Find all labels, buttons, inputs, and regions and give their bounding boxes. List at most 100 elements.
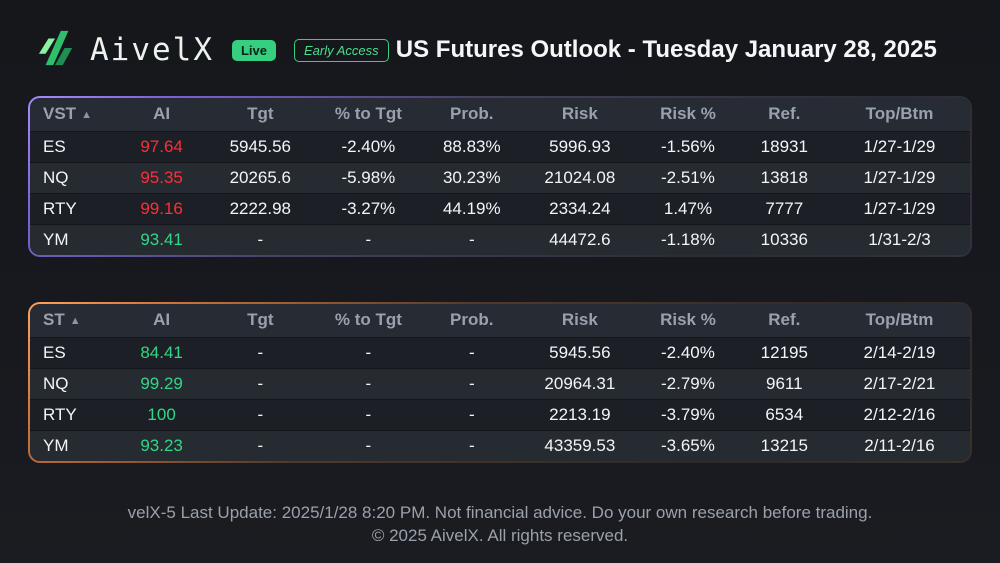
column-header-ref[interactable]: Ref.	[768, 310, 801, 330]
top-btm-cell: 1/27-1/29	[863, 136, 936, 156]
tgt-cell: -	[257, 229, 264, 249]
st-data-table: ST ▲ AI Tgt % to Tgt Prob. Risk Risk % Ref. Top/B…	[30, 304, 970, 461]
vst-data-table: VST ▲ AI Tgt % to Tgt Prob. Risk Risk % Ref. Top/…	[30, 98, 970, 255]
risk-pct-cell: -1.18%	[661, 229, 715, 249]
brand-logo-icon	[34, 29, 80, 72]
brand-name: AivelX	[90, 32, 214, 68]
symbol-cell: ES	[43, 136, 66, 156]
prob-cell: -	[468, 435, 475, 455]
risk-cell: 5945.56	[549, 342, 611, 362]
ai-cell: 95.35	[140, 167, 183, 187]
pct-to-tgt-cell: -	[365, 404, 372, 424]
risk-pct-cell: -2.51%	[661, 167, 715, 187]
top-btm-cell: 2/12-2/16	[863, 404, 936, 424]
column-header-tgt[interactable]: Tgt	[247, 104, 274, 124]
pct-to-tgt-cell: -	[365, 435, 372, 455]
risk-pct-cell: -2.79%	[661, 373, 715, 393]
table-row-nq: NQ 99.29 - - - 20964.31 -2.79% 9611 2/17-2/21	[30, 368, 970, 399]
ref-cell: 12195	[760, 342, 808, 362]
column-header-risk[interactable]: Risk	[561, 310, 598, 330]
column-header-ai[interactable]: AI	[153, 310, 171, 330]
pct-to-tgt-cell: -	[365, 229, 372, 249]
risk-cell: 2213.19	[549, 404, 611, 424]
pct-to-tgt-cell: -2.40%	[341, 136, 396, 156]
column-header-top-btm[interactable]: Top/Btm	[865, 310, 934, 330]
pct-to-tgt-cell: -3.27%	[341, 198, 396, 218]
risk-cell: 21024.08	[544, 167, 616, 187]
vst-table: VST ▲ AI Tgt % to Tgt Prob. Risk Risk % Ref. Top/…	[30, 98, 970, 255]
pct-to-tgt-cell: -5.98%	[341, 167, 396, 187]
symbol-cell: YM	[43, 435, 69, 455]
risk-cell: 43359.53	[544, 435, 616, 455]
column-header-prob[interactable]: Prob.	[450, 310, 494, 330]
disclaimer-text: velX-5 Last Update: 2025/1/28 8:20 PM. N…	[127, 503, 873, 522]
column-header-tgt[interactable]: Tgt	[247, 310, 274, 330]
risk-cell: 5996.93	[549, 136, 611, 156]
prob-cell: -	[468, 404, 475, 424]
tgt-cell: 2222.98	[229, 198, 292, 218]
prob-cell: -	[468, 229, 475, 249]
prob-cell: 30.23%	[442, 167, 501, 187]
sort-ascending-icon: ▲	[81, 109, 92, 122]
table-row-ym: YM 93.41 - - - 44472.6 -1.18% 10336 1/31-2/3	[30, 224, 970, 255]
table-row-es: ES 84.41 - - - 5945.56 -2.40% 12195 2/14-2/19	[30, 337, 970, 368]
vst-header-row: VST ▲ AI Tgt % to Tgt Prob. Risk Risk % Ref. Top/…	[30, 98, 970, 131]
risk-pct-cell: -3.79%	[661, 404, 715, 424]
column-header-ref[interactable]: Ref.	[768, 104, 801, 124]
st-table: ST ▲ AI Tgt % to Tgt Prob. Risk Risk % Ref. Top/B…	[30, 304, 970, 461]
column-header-risk[interactable]: Risk	[561, 104, 598, 124]
column-header-symbol[interactable]: VST ▲	[43, 104, 92, 124]
pct-to-tgt-cell: -	[365, 342, 372, 362]
column-header-risk-pct[interactable]: Risk %	[660, 104, 716, 124]
top-btm-cell: 2/11-2/16	[864, 435, 935, 455]
symbol-cell: NQ	[43, 373, 69, 393]
column-header-prob[interactable]: Prob.	[450, 104, 494, 124]
column-header-ai[interactable]: AI	[153, 104, 171, 124]
ai-cell: 100	[147, 404, 176, 424]
tgt-cell: -	[257, 404, 264, 424]
ai-cell: 99.29	[140, 373, 183, 393]
st-table-card: ST ▲ AI Tgt % to Tgt Prob. Risk Risk % Ref. Top/B…	[28, 302, 972, 463]
symbol-cell: NQ	[43, 167, 69, 187]
ref-cell: 6534	[765, 404, 804, 424]
column-header-pct-to-tgt[interactable]: % to Tgt	[334, 104, 402, 124]
brand: AivelX Live Early Access	[34, 29, 389, 72]
column-header-symbol[interactable]: ST ▲	[43, 310, 81, 330]
ai-cell: 84.41	[140, 342, 183, 362]
column-header-top-btm[interactable]: Top/Btm	[865, 104, 934, 124]
st-header-row: ST ▲ AI Tgt % to Tgt Prob. Risk Risk % Ref. Top/B…	[30, 304, 970, 337]
top-btm-cell: 2/17-2/21	[863, 373, 936, 393]
symbol-cell: RTY	[43, 198, 77, 218]
risk-cell: 2334.24	[549, 198, 611, 218]
app-header: AivelX Live Early Access US Futures Outl…	[0, 0, 1000, 96]
prob-cell: 88.83%	[442, 136, 501, 156]
tgt-cell: -	[257, 342, 264, 362]
prob-cell: 44.19%	[442, 198, 501, 218]
early-access-badge: Early Access	[294, 38, 389, 62]
vst-table-card: VST ▲ AI Tgt % to Tgt Prob. Risk Risk % Ref. Top/…	[28, 96, 972, 257]
prob-cell: -	[468, 342, 475, 362]
top-btm-cell: 1/27-1/29	[863, 198, 936, 218]
risk-pct-cell: -3.65%	[661, 435, 715, 455]
table-row-nq: NQ 95.35 20265.6 -5.98% 30.23% 21024.08 -2.51%…	[30, 162, 970, 193]
ref-cell: 13818	[760, 167, 808, 187]
prob-cell: -	[468, 373, 475, 393]
ref-cell: 18931	[760, 136, 808, 156]
ai-cell: 99.16	[140, 198, 183, 218]
column-header-risk-pct[interactable]: Risk %	[660, 310, 716, 330]
tgt-cell: 20265.6	[229, 167, 292, 187]
table-row-rty: RTY 99.16 2222.98 -3.27% 44.19% 2334.24 1.47% 7…	[30, 193, 970, 224]
risk-cell: 44472.6	[549, 229, 611, 249]
symbol-cell: ES	[43, 342, 66, 362]
top-btm-cell: 1/27-1/29	[863, 167, 936, 187]
ai-cell: 93.41	[140, 229, 183, 249]
symbol-cell: RTY	[43, 404, 77, 424]
pct-to-tgt-cell: -	[365, 373, 372, 393]
top-btm-cell: 2/14-2/19	[863, 342, 936, 362]
ref-cell: 13215	[760, 435, 808, 455]
risk-pct-cell: 1.47%	[663, 198, 713, 218]
risk-pct-cell: -2.40%	[661, 342, 715, 362]
column-header-pct-to-tgt[interactable]: % to Tgt	[334, 310, 402, 330]
copyright-text: © 2025 AivelX. All rights reserved.	[371, 526, 629, 545]
